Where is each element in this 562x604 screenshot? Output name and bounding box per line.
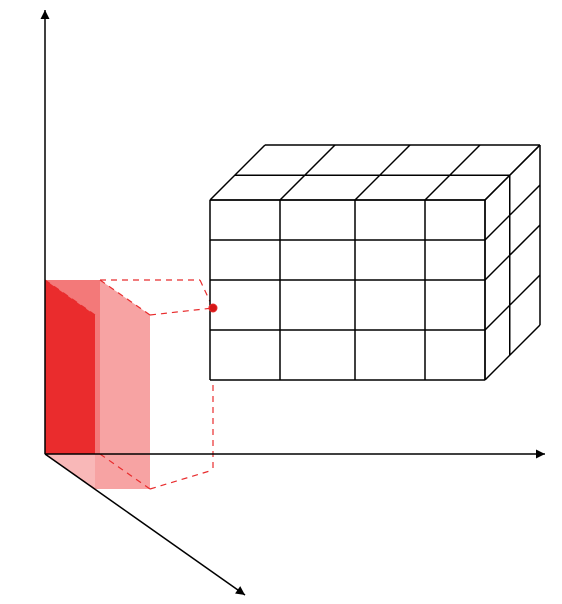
- red-prism: [45, 280, 217, 489]
- dashed-b: [150, 470, 213, 489]
- dashed-h2: [150, 308, 213, 315]
- wireframe-cube: [210, 145, 540, 380]
- red-point-top: [209, 304, 217, 312]
- diagram-canvas: [0, 0, 562, 604]
